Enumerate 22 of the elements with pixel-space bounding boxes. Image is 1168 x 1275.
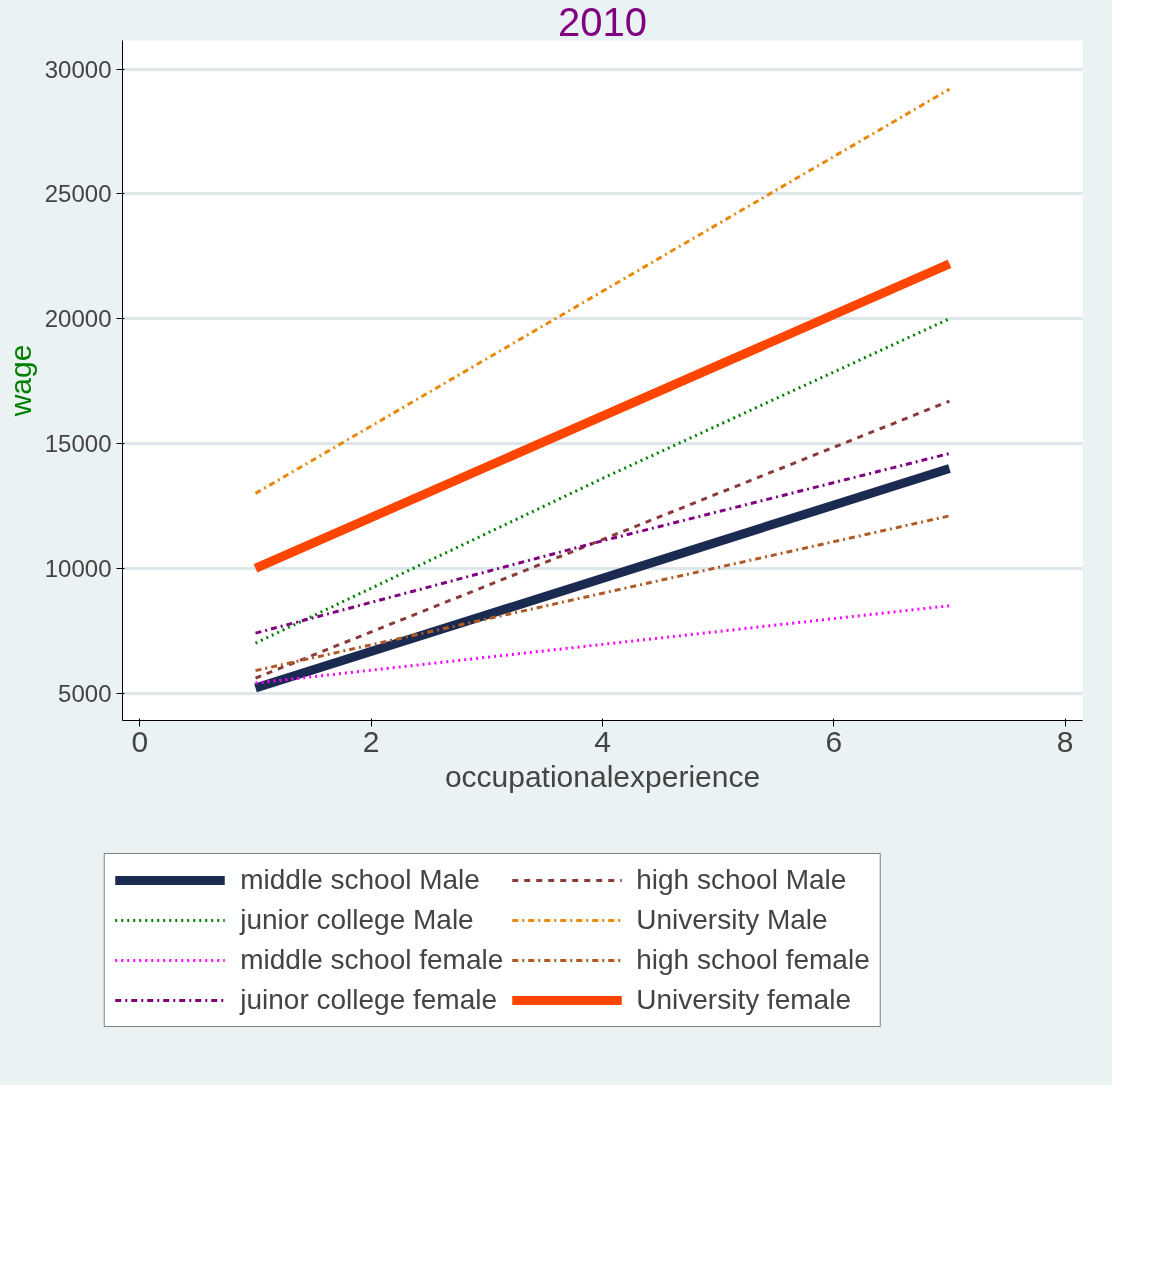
x-tick-label: 0 bbox=[131, 724, 149, 758]
y-tick-label: 10000 bbox=[44, 554, 112, 582]
x-tick-label: 8 bbox=[1056, 724, 1074, 758]
legend-label: high school Male bbox=[636, 864, 847, 896]
legend-label: juinor college female bbox=[240, 984, 498, 1016]
legend-label: junior college Male bbox=[240, 904, 474, 936]
x-tick-label: 4 bbox=[594, 724, 611, 758]
y-tick-label: 20000 bbox=[44, 305, 112, 333]
y-tick-label: 25000 bbox=[44, 180, 112, 208]
y-tick-label: 30000 bbox=[44, 55, 112, 83]
x-axis-title: occupationalexperience bbox=[444, 759, 761, 793]
x-tick-label: 6 bbox=[825, 724, 843, 758]
legend-label: middle school Male bbox=[240, 864, 480, 896]
legend-label: high school female bbox=[636, 944, 870, 976]
legend-label: University Male bbox=[636, 904, 828, 936]
legend-label: University female bbox=[636, 984, 851, 1016]
y-tick-label: 5000 bbox=[58, 679, 112, 707]
x-tick-label: 2 bbox=[362, 724, 380, 758]
legend-label: middle school female bbox=[240, 944, 504, 976]
chart-title: 2010 bbox=[558, 0, 647, 44]
y-axis-title: wage bbox=[3, 344, 37, 418]
y-tick-label: 15000 bbox=[44, 430, 112, 458]
